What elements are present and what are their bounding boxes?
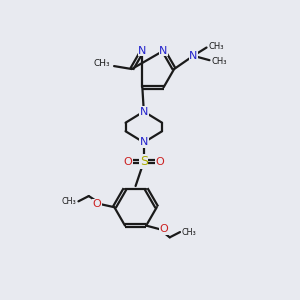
Text: O: O bbox=[159, 224, 168, 234]
Text: CH₃: CH₃ bbox=[62, 197, 77, 206]
Text: N: N bbox=[140, 106, 148, 116]
Text: S: S bbox=[140, 155, 148, 168]
Text: N: N bbox=[138, 46, 146, 56]
Text: O: O bbox=[156, 157, 164, 166]
Text: N: N bbox=[189, 51, 197, 61]
Text: CH₃: CH₃ bbox=[208, 42, 224, 51]
Text: CH₃: CH₃ bbox=[182, 228, 196, 237]
Text: CH₃: CH₃ bbox=[212, 57, 227, 66]
Text: CH₃: CH₃ bbox=[94, 59, 110, 68]
Text: N: N bbox=[140, 137, 148, 147]
Text: O: O bbox=[123, 157, 132, 166]
Text: O: O bbox=[92, 199, 101, 209]
Text: N: N bbox=[159, 46, 168, 56]
